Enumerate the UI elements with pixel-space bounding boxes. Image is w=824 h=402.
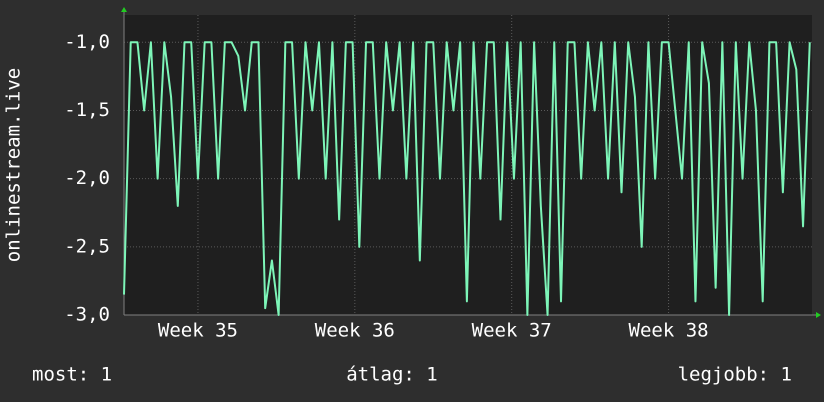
y-tick-label: -2,0 [64,167,110,189]
data-line [123,41,811,316]
x-tick-label: Week 36 [315,320,395,342]
y-tick-label: -1,5 [64,99,110,121]
x-tick-label: Week 37 [472,320,552,342]
x-axis-arrow [816,312,821,318]
footer-max: legjobb: 1 [678,364,792,386]
y-tick-label: -3,0 [64,304,110,326]
x-tick-label: Week 38 [629,320,709,342]
y-axis-arrow [121,7,127,12]
y-tick-label: -2,5 [64,235,110,257]
x-tick-label: Week 35 [158,320,238,342]
y-axis-label: onlinestream.live [3,68,25,262]
y-tick-label: -1,0 [64,31,110,53]
footer-current: most: 1 [32,364,112,386]
footer-average: átlag: 1 [346,364,438,386]
